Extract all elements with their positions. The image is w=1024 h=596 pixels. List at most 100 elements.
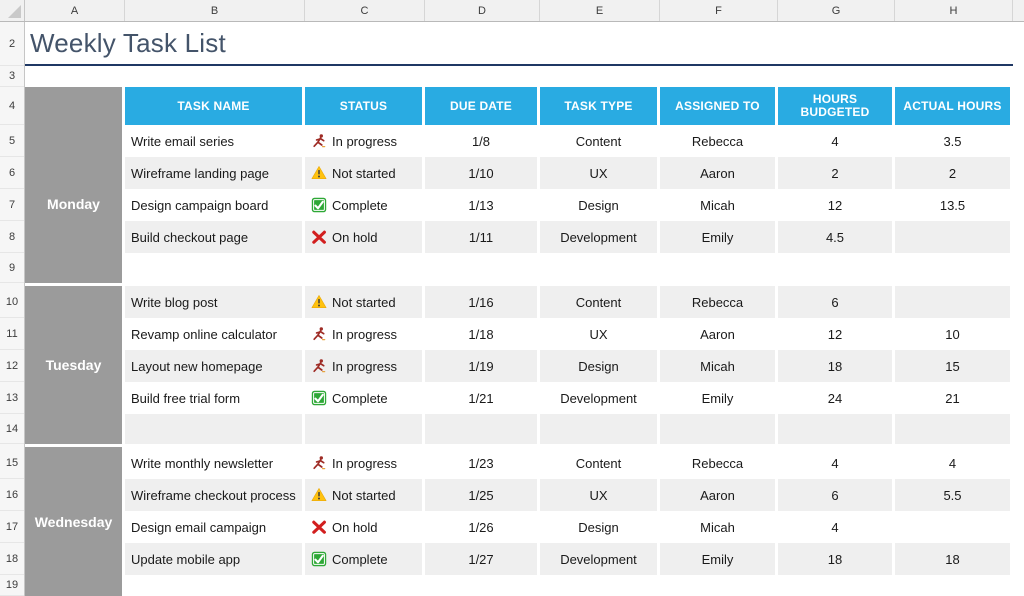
cell-task[interactable]: Design campaign board — [125, 189, 305, 221]
cell-type[interactable]: Content — [540, 286, 660, 318]
cell-status[interactable]: Not started — [305, 286, 425, 318]
row-number[interactable]: 13 — [0, 382, 24, 414]
cell-empty[interactable] — [895, 253, 1013, 283]
row-number[interactable]: 7 — [0, 189, 24, 221]
cell-budgeted[interactable]: 4 — [778, 125, 895, 157]
column-header-f[interactable]: F — [660, 0, 778, 21]
cell-status[interactable]: Complete — [305, 189, 425, 221]
cell-type[interactable]: UX — [540, 318, 660, 350]
cell-type[interactable]: UX — [540, 479, 660, 511]
column-header-h[interactable]: H — [895, 0, 1013, 21]
cell-due[interactable]: 1/16 — [425, 286, 540, 318]
cell-due[interactable]: 1/26 — [425, 511, 540, 543]
cell-type[interactable]: UX — [540, 157, 660, 189]
header-cell-due[interactable]: DUE DATE — [425, 87, 540, 125]
select-all-corner[interactable] — [0, 0, 25, 21]
column-header-c[interactable]: C — [305, 0, 425, 21]
cell-task[interactable]: Wireframe checkout process — [125, 479, 305, 511]
cell-assigned[interactable]: Micah — [660, 511, 778, 543]
header-cell-actual[interactable]: ACTUAL HOURS — [895, 87, 1013, 125]
header-cell-assigned[interactable]: ASSIGNED TO — [660, 87, 778, 125]
row-number[interactable]: 15 — [0, 447, 24, 479]
cell-empty[interactable] — [660, 253, 778, 283]
cell-assigned[interactable]: Emily — [660, 382, 778, 414]
column-header-b[interactable]: B — [125, 0, 305, 21]
header-cell-status[interactable]: STATUS — [305, 87, 425, 125]
cell-empty[interactable] — [895, 414, 1013, 444]
cell-status[interactable]: In progress — [305, 125, 425, 157]
cell-actual[interactable]: 3.5 — [895, 125, 1013, 157]
day-label-wednesday[interactable]: Wednesday — [25, 447, 125, 596]
cell-budgeted[interactable]: 18 — [778, 543, 895, 575]
cell-assigned[interactable]: Emily — [660, 543, 778, 575]
cell-task[interactable]: Update mobile app — [125, 543, 305, 575]
row-number[interactable]: 17 — [0, 511, 24, 543]
empty-row[interactable] — [25, 66, 1024, 87]
row-number[interactable]: 3 — [0, 66, 24, 87]
cell-status[interactable]: In progress — [305, 350, 425, 382]
cell-empty[interactable] — [305, 575, 425, 596]
cell-actual[interactable]: 15 — [895, 350, 1013, 382]
row-number[interactable]: 6 — [0, 157, 24, 189]
cell-empty[interactable] — [125, 575, 305, 596]
cell-empty[interactable] — [425, 253, 540, 283]
cell-type[interactable]: Design — [540, 189, 660, 221]
cell-empty[interactable] — [540, 253, 660, 283]
cell-empty[interactable] — [540, 414, 660, 444]
cell-status[interactable]: On hold — [305, 221, 425, 253]
cell-task[interactable]: Write blog post — [125, 286, 305, 318]
cell-empty[interactable] — [778, 414, 895, 444]
row-number[interactable]: 14 — [0, 414, 24, 444]
cell-type[interactable]: Design — [540, 350, 660, 382]
cell-task[interactable]: Design email campaign — [125, 511, 305, 543]
cell-empty[interactable] — [125, 253, 305, 283]
cell-empty[interactable] — [778, 253, 895, 283]
cell-task[interactable]: Build free trial form — [125, 382, 305, 414]
cell-status[interactable]: Not started — [305, 479, 425, 511]
cell-type[interactable]: Development — [540, 543, 660, 575]
cell-assigned[interactable]: Rebecca — [660, 286, 778, 318]
cell-empty[interactable] — [540, 575, 660, 596]
cell-assigned[interactable]: Micah — [660, 189, 778, 221]
cell-budgeted[interactable]: 4.5 — [778, 221, 895, 253]
cell-budgeted[interactable]: 12 — [778, 189, 895, 221]
cell-status[interactable]: In progress — [305, 447, 425, 479]
cell-empty[interactable] — [660, 414, 778, 444]
cell-task[interactable]: Wireframe landing page — [125, 157, 305, 189]
cell-due[interactable]: 1/23 — [425, 447, 540, 479]
cell-actual[interactable]: 10 — [895, 318, 1013, 350]
row-number[interactable]: 18 — [0, 543, 24, 575]
cell-actual[interactable]: 13.5 — [895, 189, 1013, 221]
cell-due[interactable]: 1/19 — [425, 350, 540, 382]
cell-task[interactable]: Write email series — [125, 125, 305, 157]
cell-actual[interactable]: 18 — [895, 543, 1013, 575]
cell-actual[interactable] — [895, 286, 1013, 318]
cell-budgeted[interactable]: 4 — [778, 447, 895, 479]
cell-empty[interactable] — [778, 575, 895, 596]
cell-status[interactable]: In progress — [305, 318, 425, 350]
cell-budgeted[interactable]: 6 — [778, 286, 895, 318]
cell-empty[interactable] — [305, 414, 425, 444]
cell-status[interactable]: Not started — [305, 157, 425, 189]
row-number[interactable]: 10 — [0, 286, 24, 318]
row-number[interactable]: 19 — [0, 575, 24, 596]
cell-empty[interactable] — [305, 253, 425, 283]
column-header-a[interactable]: A — [25, 0, 125, 21]
cell-assigned[interactable]: Aaron — [660, 318, 778, 350]
cell-empty[interactable] — [895, 575, 1013, 596]
cell-budgeted[interactable]: 24 — [778, 382, 895, 414]
cell-actual[interactable] — [895, 221, 1013, 253]
header-cell-task[interactable]: TASK NAME — [125, 87, 305, 125]
cell-assigned[interactable]: Aaron — [660, 479, 778, 511]
cell-task[interactable]: Layout new homepage — [125, 350, 305, 382]
row-number[interactable]: 8 — [0, 221, 24, 253]
header-cell-day[interactable] — [25, 87, 125, 125]
cell-actual[interactable]: 4 — [895, 447, 1013, 479]
day-label-monday[interactable]: Monday — [25, 125, 125, 283]
cell-due[interactable]: 1/27 — [425, 543, 540, 575]
cell-empty[interactable] — [425, 414, 540, 444]
header-cell-type[interactable]: TASK TYPE — [540, 87, 660, 125]
cell-empty[interactable] — [425, 575, 540, 596]
cell-status[interactable]: Complete — [305, 382, 425, 414]
cell-type[interactable]: Design — [540, 511, 660, 543]
